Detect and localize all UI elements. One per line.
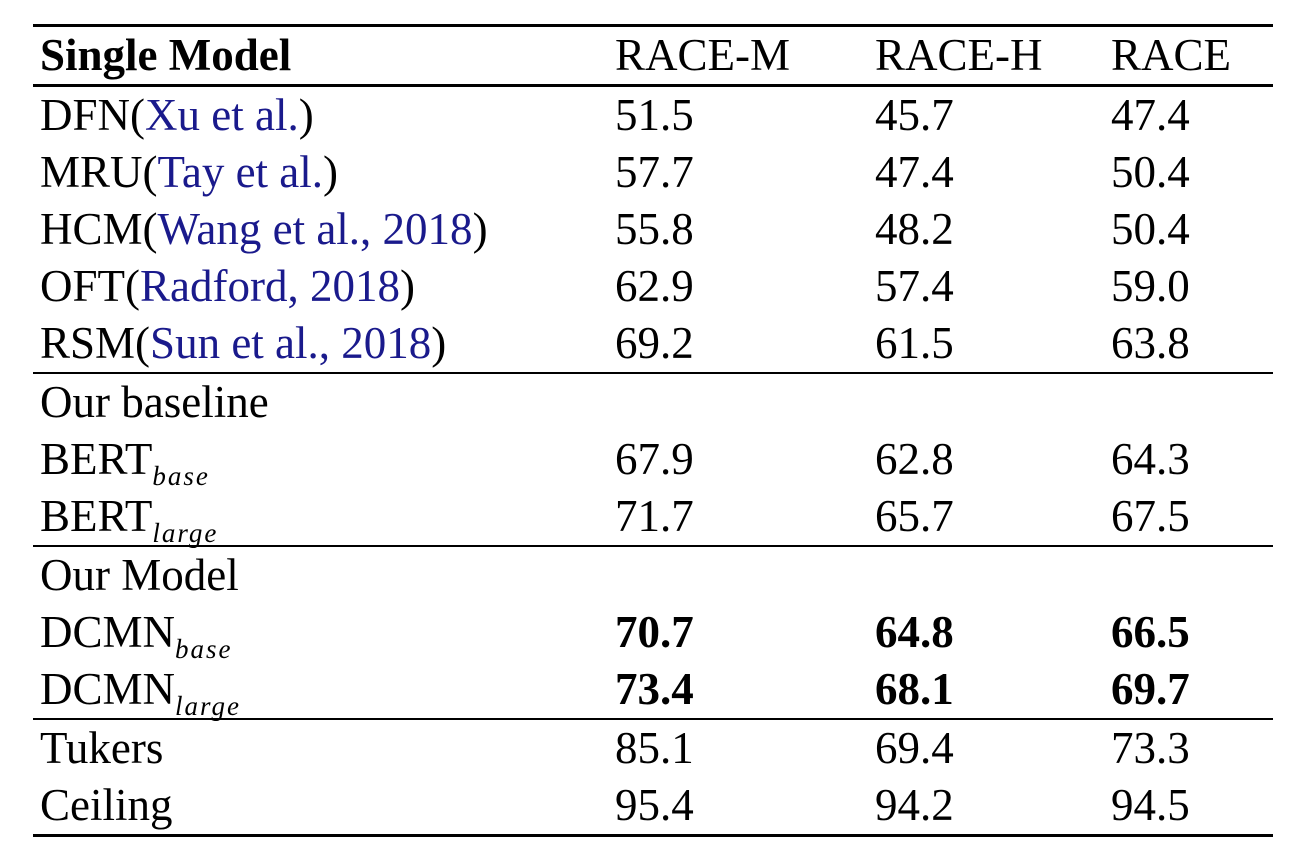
cell-race-h: 57.4: [875, 261, 954, 311]
cell-race-m: 55.8: [615, 204, 694, 254]
model-label: OFT(: [40, 261, 140, 311]
model-label-suffix: ): [298, 90, 314, 140]
cell-model: BERTbase: [33, 431, 615, 491]
cell-empty: [615, 373, 875, 431]
row-bert-large: BERTlarge 71.7 65.7 67.5: [33, 488, 1273, 548]
cell-model: DFN(Xu et al.): [33, 86, 615, 145]
citation-link[interactable]: Sun et al., 2018: [150, 318, 432, 368]
col-header-race-h: RACE-H: [875, 30, 1043, 80]
model-subscript: large: [175, 691, 242, 721]
row-our-model: Our Model: [33, 546, 1273, 604]
row-tukers: Tukers 85.1 69.4 73.3: [33, 719, 1273, 777]
row-ceiling: Ceiling 95.4 94.2 94.5: [33, 777, 1273, 836]
cell-empty: [1111, 373, 1273, 431]
cell-race: 63.8: [1111, 318, 1190, 368]
cell-model: BERTlarge: [33, 488, 615, 548]
model-label: RSM(: [40, 318, 151, 368]
cell-race: 67.5: [1111, 491, 1190, 541]
citation-link[interactable]: Radford, 2018: [140, 261, 400, 311]
cell-race-m: 85.1: [615, 723, 694, 773]
model-label: DFN(: [40, 90, 146, 140]
cell-race: 47.4: [1111, 90, 1190, 140]
cell-race-m: 62.9: [615, 261, 694, 311]
cell-race-h: 65.7: [875, 491, 954, 541]
citation-link[interactable]: Tay et al.: [157, 147, 324, 197]
cell-race: 73.3: [1111, 723, 1190, 773]
col-header-race: RACE: [1111, 30, 1232, 80]
cell-model: OFT(Radford, 2018): [33, 258, 615, 315]
model-label-suffix: ): [472, 204, 488, 254]
cell-race: 69.7: [1111, 664, 1190, 714]
row-dcmn-large: DCMNlarge 73.4 68.1 69.7: [33, 661, 1273, 721]
cell-empty: [1111, 546, 1273, 604]
cell-race-h: 94.2: [875, 780, 954, 830]
cell-model: DCMNbase: [33, 604, 615, 664]
cell-race-h: 48.2: [875, 204, 954, 254]
cell-race: 94.5: [1111, 780, 1190, 830]
cell-race-m: 73.4: [615, 664, 694, 714]
cell-empty: [875, 546, 1111, 604]
cell-race-h: 47.4: [875, 147, 954, 197]
row-our-baseline: Our baseline: [33, 373, 1273, 431]
cell-race-h: 45.7: [875, 90, 954, 140]
col-header-single-model: Single Model: [40, 30, 292, 80]
row-oft: OFT(Radford, 2018) 62.9 57.4 59.0: [33, 258, 1273, 315]
model-label-suffix: ): [431, 318, 447, 368]
model-subscript: base: [152, 461, 210, 491]
cell-race-m: 70.7: [615, 607, 694, 657]
results-table: Single Model RACE-M RACE-H RACE DFN(Xu e…: [33, 24, 1273, 837]
cell-race-m: 95.4: [615, 780, 694, 830]
model-label: DCMN: [40, 607, 176, 657]
cell-race: 50.4: [1111, 147, 1190, 197]
row-bert-base: BERTbase 67.9 62.8 64.3: [33, 431, 1273, 491]
model-label: Tukers: [40, 723, 164, 773]
model-label: BERT: [40, 434, 153, 484]
section-label: Our baseline: [40, 377, 269, 427]
model-label: MRU(: [40, 147, 158, 197]
cell-race-h: 62.8: [875, 434, 954, 484]
model-label-suffix: ): [399, 261, 415, 311]
cell-race-m: 71.7: [615, 491, 694, 541]
cell-race-m: 57.7: [615, 147, 694, 197]
cell-race-m: 67.9: [615, 434, 694, 484]
model-subscript: large: [152, 518, 219, 548]
cell-race-h: 68.1: [875, 664, 954, 714]
citation-link[interactable]: Xu et al.: [145, 90, 299, 140]
cell-race: 66.5: [1111, 607, 1190, 657]
cell-race-h: 64.8: [875, 607, 954, 657]
cell-model: MRU(Tay et al.): [33, 144, 615, 201]
row-mru: MRU(Tay et al.) 57.7 47.4 50.4: [33, 144, 1273, 201]
cell-race-m: 69.2: [615, 318, 694, 368]
model-label: Ceiling: [40, 780, 173, 830]
row-hcm: HCM(Wang et al., 2018) 55.8 48.2 50.4: [33, 201, 1273, 258]
row-dfn: DFN(Xu et al.) 51.5 45.7 47.4: [33, 86, 1273, 145]
col-header-race-m: RACE-M: [615, 30, 791, 80]
cell-race: 64.3: [1111, 434, 1190, 484]
cell-model: RSM(Sun et al., 2018): [33, 315, 615, 373]
model-label: HCM(: [40, 204, 158, 254]
cell-race-h: 61.5: [875, 318, 954, 368]
cell-race: 50.4: [1111, 204, 1190, 254]
model-label: DCMN: [40, 664, 176, 714]
cell-empty: [615, 546, 875, 604]
model-label: BERT: [40, 491, 153, 541]
model-subscript: base: [175, 634, 233, 664]
cell-model: HCM(Wang et al., 2018): [33, 201, 615, 258]
cell-empty: [875, 373, 1111, 431]
row-dcmn-base: DCMNbase 70.7 64.8 66.5: [33, 604, 1273, 664]
section-label: Our Model: [40, 550, 239, 600]
row-rsm: RSM(Sun et al., 2018) 69.2 61.5 63.8: [33, 315, 1273, 373]
cell-model: DCMNlarge: [33, 661, 615, 721]
cell-race-m: 51.5: [615, 90, 694, 140]
cell-race: 59.0: [1111, 261, 1190, 311]
cell-race-h: 69.4: [875, 723, 954, 773]
header-row: Single Model RACE-M RACE-H RACE: [33, 25, 1273, 86]
citation-link[interactable]: Wang et al., 2018: [157, 204, 473, 254]
model-label-suffix: ): [323, 147, 339, 197]
